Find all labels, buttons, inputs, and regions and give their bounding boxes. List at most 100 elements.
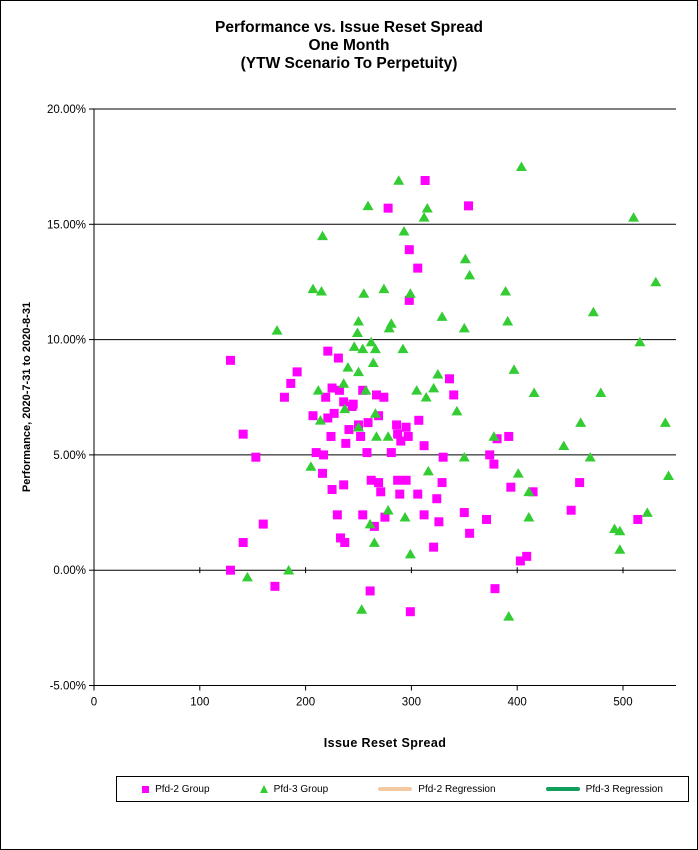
data-point-pfd-2-group bbox=[258, 519, 268, 529]
data-point-pfd-2-group bbox=[464, 201, 474, 211]
data-point-pfd-2-group bbox=[341, 438, 351, 448]
data-point-pfd-2-group bbox=[438, 452, 448, 462]
data-point-pfd-3-group bbox=[353, 366, 364, 377]
data-point-pfd-2-group bbox=[286, 378, 296, 388]
data-point-pfd-3-group bbox=[368, 537, 380, 547]
data-point-pfd-2-group bbox=[393, 475, 403, 485]
data-point-pfd-2-group bbox=[321, 392, 331, 402]
data-point-pfd-2-group bbox=[413, 263, 423, 273]
data-point-pfd-2-group bbox=[319, 450, 329, 460]
data-point-pfd-2-group bbox=[334, 385, 344, 395]
legend-label-pfd-3-regression: Pfd-3 Regression bbox=[585, 783, 663, 795]
y-tick-label: 10.00% bbox=[47, 335, 86, 347]
data-point-pfd-2-group bbox=[358, 510, 368, 520]
x-tick-label: 300 bbox=[402, 697, 421, 709]
data-point-pfd-3-group bbox=[641, 507, 653, 517]
data-point-pfd-3-group bbox=[397, 343, 409, 354]
data-point-pfd-2-group bbox=[413, 489, 423, 499]
x-tick-label: 100 bbox=[190, 697, 209, 709]
data-point-pfd-2-group bbox=[575, 478, 585, 488]
data-point-pfd-2-group bbox=[380, 512, 390, 522]
data-point-pfd-3-group bbox=[399, 511, 411, 522]
data-point-pfd-2-group bbox=[323, 413, 333, 423]
data-point-pfd-2-group bbox=[332, 510, 342, 520]
y-tick-label: 15.00% bbox=[47, 219, 86, 231]
data-point-pfd-3-group bbox=[338, 378, 350, 388]
data-point-pfd-3-group bbox=[451, 405, 463, 416]
legend-item-pfd-2-regression: Pfd-2 Regression bbox=[378, 784, 496, 795]
data-point-pfd-2-group bbox=[371, 390, 381, 400]
x-tick-label: 500 bbox=[613, 697, 632, 709]
data-point-pfd-2-group bbox=[420, 175, 430, 185]
x-axis-title: Issue Reset Spread bbox=[323, 736, 447, 750]
data-point-pfd-3-group bbox=[508, 364, 520, 374]
data-point-pfd-2-group bbox=[251, 452, 261, 462]
legend-line-marker-icon bbox=[378, 787, 413, 791]
data-point-pfd-2-group bbox=[344, 425, 354, 435]
data-point-pfd-2-group bbox=[333, 353, 343, 363]
data-point-pfd-3-group bbox=[364, 518, 376, 529]
data-point-pfd-3-group bbox=[587, 306, 599, 317]
data-point-pfd-2-group bbox=[339, 397, 349, 407]
scatter-plot: 20.00% 15.00% 10.00% 5.00% 0.00% -5.00% 0 100 20… bbox=[47, 104, 676, 709]
data-point-pfd-2-group bbox=[405, 607, 415, 617]
data-point-pfd-3-group bbox=[339, 403, 351, 414]
data-point-pfd-2-group bbox=[419, 510, 429, 520]
data-point-pfd-3-group bbox=[351, 327, 363, 337]
y-tick-label: 20.00% bbox=[47, 104, 86, 116]
data-point-pfd-2-group bbox=[308, 411, 318, 421]
x-tick-label: 400 bbox=[508, 697, 527, 709]
data-point-pfd-2-group bbox=[414, 415, 424, 425]
data-point-pfd-2-group bbox=[386, 448, 396, 458]
data-point-pfd-3-group bbox=[650, 276, 662, 287]
data-point-pfd-3-group bbox=[464, 269, 476, 280]
data-point-pfd-3-group bbox=[503, 611, 515, 621]
data-point-pfd-3-group bbox=[422, 465, 434, 476]
data-point-pfd-3-group bbox=[305, 461, 317, 471]
data-point-pfd-3-group bbox=[315, 285, 327, 296]
data-point-pfd-2-group bbox=[379, 392, 389, 402]
data-point-pfd-3-group bbox=[382, 431, 394, 441]
data-point-pfd-2-group bbox=[432, 494, 442, 504]
data-point-pfd-3-group bbox=[370, 431, 382, 441]
data-point-pfd-2-group bbox=[444, 374, 454, 384]
data-point-pfd-2-group bbox=[225, 355, 235, 365]
data-point-pfd-2-group bbox=[437, 478, 447, 488]
data-point-pfd-3-group bbox=[314, 415, 326, 425]
data-point-pfd-2-group bbox=[403, 431, 413, 441]
legend-square-marker-icon bbox=[142, 785, 150, 793]
data-point-pfd-3-group bbox=[378, 283, 390, 294]
legend-triangle-marker-icon bbox=[259, 785, 268, 793]
data-point-pfd-2-group bbox=[292, 367, 302, 377]
data-point-pfd-3-group bbox=[421, 202, 433, 213]
data-point-pfd-2-group bbox=[482, 514, 492, 524]
data-point-pfd-2-group bbox=[225, 565, 235, 575]
data-point-pfd-3-group bbox=[502, 315, 514, 326]
data-point-pfd-2-group bbox=[238, 429, 248, 439]
legend-label-pfd-2-group: Pfd-2 Group bbox=[155, 783, 210, 795]
chart-title-line-3: (YTW Scenario To Perpetuity) bbox=[240, 55, 458, 72]
data-point-pfd-3-group bbox=[662, 470, 674, 480]
data-point-pfd-3-group bbox=[317, 230, 329, 241]
data-point-pfd-3-group bbox=[342, 362, 354, 372]
data-point-pfd-2-group bbox=[339, 480, 349, 490]
data-point-pfd-3-group bbox=[369, 408, 381, 418]
data-point-pfd-3-group bbox=[398, 226, 410, 236]
legend-item-pfd-3-group: Pfd-3 Group bbox=[259, 784, 328, 795]
data-point-pfd-3-group bbox=[418, 212, 430, 222]
data-point-pfd-3-group bbox=[432, 368, 444, 379]
data-point-pfd-2-group bbox=[336, 533, 346, 543]
data-point-pfd-2-group bbox=[404, 295, 414, 305]
data-point-pfd-3-group bbox=[312, 385, 324, 395]
chart-title-line-1: Performance vs. Issue Reset Spread bbox=[215, 19, 483, 36]
data-point-pfd-2-group bbox=[395, 489, 405, 499]
data-point-pfd-2-group bbox=[340, 538, 350, 548]
data-point-pfd-3-group bbox=[420, 392, 432, 402]
data-point-pfd-3-group bbox=[634, 336, 646, 347]
data-point-pfd-2-group bbox=[401, 422, 411, 432]
data-point-pfd-3-group bbox=[428, 382, 440, 393]
data-point-pfd-3-group bbox=[458, 452, 470, 462]
x-tick-label: 0 bbox=[91, 697, 97, 709]
data-point-pfd-3-group bbox=[283, 565, 295, 575]
